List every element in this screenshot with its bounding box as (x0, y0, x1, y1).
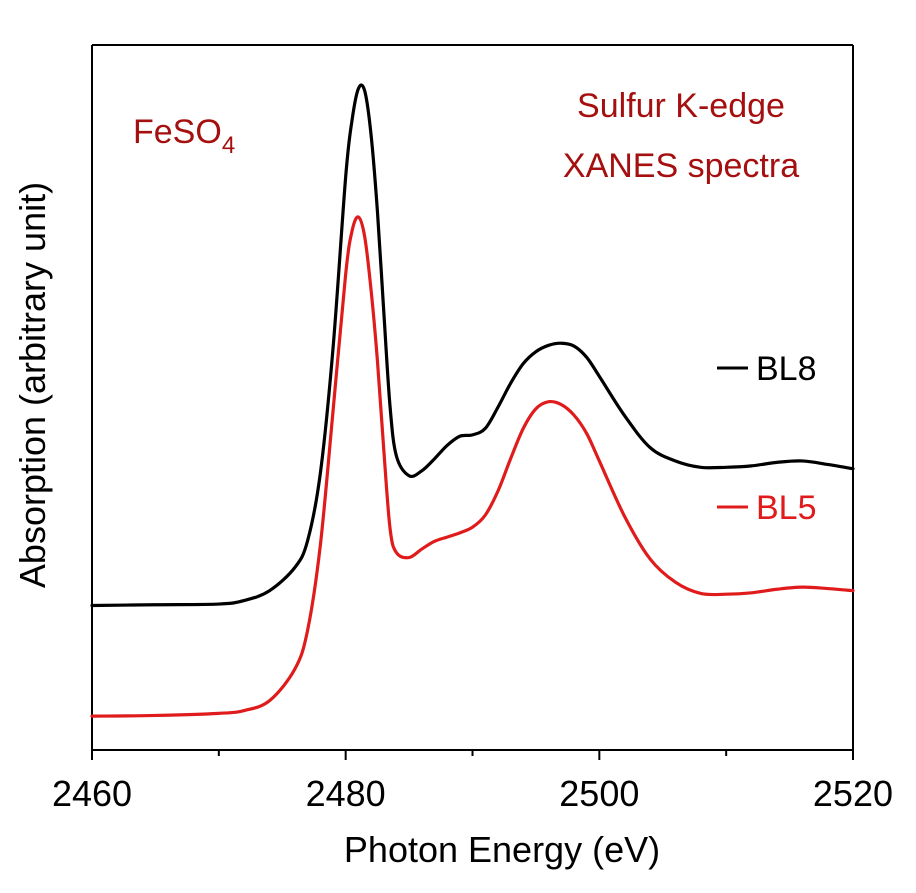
sample-label-subscript: 4 (222, 132, 235, 159)
legend-label-bl8: BL8 (756, 350, 817, 388)
x-tick-label-2520: 2520 (813, 773, 893, 814)
legend: BL8 BL5 (717, 350, 817, 527)
x-ticks (91, 750, 854, 760)
x-tick-label-2460: 2460 (52, 773, 132, 814)
x-axis-title: Photon Energy (eV) (344, 829, 660, 870)
x-tick-labels: 2460 2480 2500 2520 (52, 773, 893, 814)
method-label-line1: Sulfur K-edge (577, 87, 785, 125)
series-line-bl5 (90, 215, 855, 718)
x-tick-label-2500: 2500 (559, 773, 639, 814)
sample-label: FeSO4 (133, 113, 235, 159)
sample-label-main: FeSO (133, 113, 222, 151)
legend-label-bl5: BL5 (756, 489, 817, 527)
method-label-line2: XANES spectra (563, 147, 799, 185)
series-line-bl8 (90, 83, 855, 608)
series-group (90, 83, 855, 718)
x-tick-label-2480: 2480 (306, 773, 386, 814)
y-axis-title: Absorption (arbitrary unit) (12, 182, 53, 588)
